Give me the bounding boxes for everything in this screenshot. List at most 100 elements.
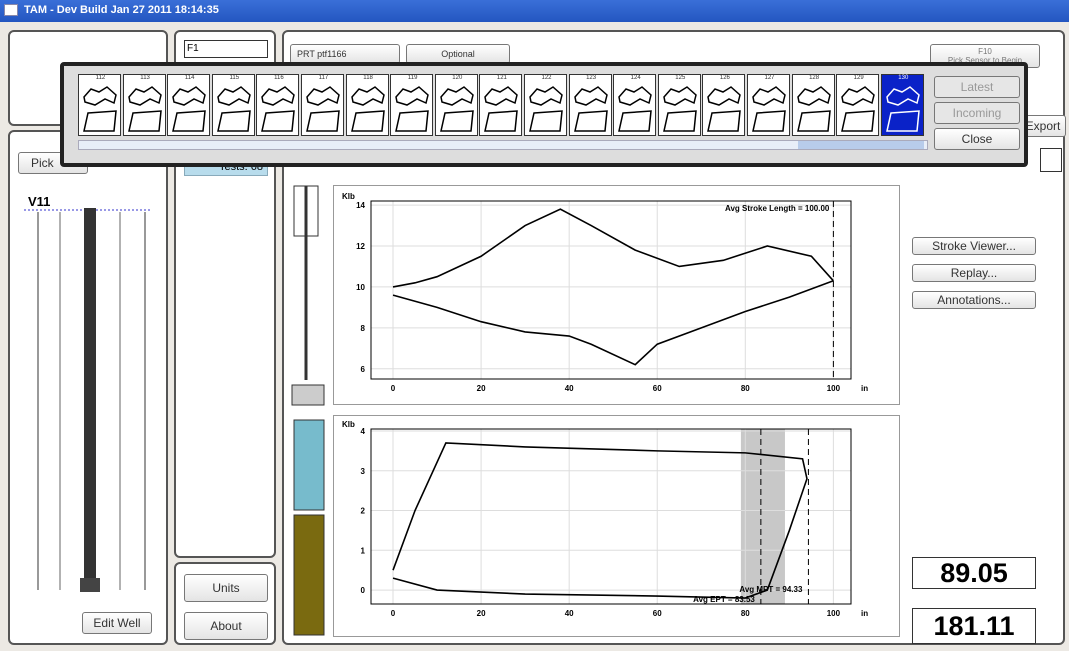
card-shape — [484, 86, 519, 106]
y-tick-label: 10 — [356, 283, 365, 292]
optional-dropdown[interactable]: Optional — [406, 44, 510, 64]
thumbnail-card — [395, 86, 430, 132]
thumbnail[interactable]: 120 — [434, 74, 478, 136]
popup-button[interactable]: Incoming — [934, 102, 1020, 124]
title-bar: TAM - Dev Build Jan 27 2011 18:14:35 — [0, 0, 1069, 22]
thumbnail-card — [618, 86, 653, 132]
well-diagram — [24, 208, 150, 592]
y-tick-label: 14 — [356, 201, 365, 210]
thumbnail[interactable]: 122 — [524, 74, 567, 136]
thumbnail-label: 114 — [184, 75, 195, 81]
shade-band — [740, 429, 785, 604]
card-shape — [573, 110, 608, 132]
y-tick-label: 2 — [361, 507, 366, 516]
card-shape — [439, 110, 474, 132]
card-shape — [83, 86, 117, 106]
thumbnail[interactable]: 118 — [345, 74, 389, 136]
thumbnail[interactable]: 127 — [747, 74, 790, 136]
thumbnail-label: 126 — [719, 75, 730, 81]
thumbnail-label: 113 — [140, 75, 150, 81]
card-shape — [83, 110, 117, 132]
popup-button[interactable]: Latest — [934, 76, 1020, 98]
thumbnail[interactable]: 121 — [479, 74, 523, 136]
card-shape — [350, 86, 385, 106]
card-shape — [752, 110, 786, 132]
thumbnail-label: 122 — [541, 75, 552, 81]
x-tick-label: 20 — [477, 609, 486, 618]
card-shape — [796, 86, 831, 106]
thumbnail[interactable]: 119 — [390, 74, 434, 136]
thumbnail-card — [885, 86, 920, 132]
thumbnail[interactable]: 129 — [836, 74, 880, 136]
thumbnail-label: 117 — [318, 75, 329, 81]
thumbnail-card — [216, 86, 251, 132]
thumbnail[interactable]: 126 — [702, 74, 746, 136]
side-button[interactable]: Replay... — [912, 264, 1036, 282]
x-tick-label: 80 — [741, 384, 750, 393]
copy-icon[interactable] — [1040, 148, 1062, 172]
thumbnail[interactable]: 114 — [167, 74, 211, 136]
scroll-thumb[interactable] — [798, 141, 924, 149]
thumbnail-card — [127, 86, 162, 132]
thumbnail-label: 118 — [363, 75, 373, 81]
thumbnail-card — [573, 86, 608, 132]
hint-key: F10 — [978, 47, 992, 56]
popup-button[interactable]: Close — [934, 128, 1020, 150]
thumbnail[interactable]: 117 — [301, 74, 344, 136]
card-shape — [662, 86, 697, 106]
data-line — [392, 208, 834, 288]
thumbnail[interactable]: 125 — [657, 74, 701, 136]
card-shape — [127, 110, 162, 132]
thumbnail-card — [261, 86, 296, 132]
thumbnail[interactable]: 130 — [880, 74, 924, 136]
scrollbar[interactable] — [78, 140, 928, 150]
x-tick-label: 100 — [827, 384, 841, 393]
edit-well-button[interactable]: Edit Well — [82, 612, 152, 634]
thumbnail[interactable]: 112 — [78, 74, 121, 136]
card-shape — [172, 110, 207, 132]
side-button[interactable]: Annotations... — [912, 291, 1036, 309]
thumbnail-popup: 112 113 114 115 116 117 118 119 120 121 122 123 124 1… — [60, 62, 1028, 167]
x-tick-label: 100 — [827, 609, 841, 618]
card-shape — [885, 110, 920, 132]
units-button[interactable]: Units — [184, 574, 268, 602]
annotation-label: Avg EPT = 83.53 — [693, 595, 755, 604]
y-axis-label: Klb — [342, 192, 355, 201]
thumbnail[interactable]: 115 — [211, 74, 255, 136]
y-tick-label: 4 — [361, 427, 366, 436]
x-tick-label: 0 — [391, 384, 396, 393]
x-tick-label: 40 — [565, 609, 574, 618]
thumbnail-label: 115 — [229, 75, 240, 81]
thumbnail[interactable]: 116 — [256, 74, 300, 136]
thumbnail-label: 116 — [274, 75, 284, 81]
card-shape — [216, 86, 251, 106]
card-shape — [529, 86, 563, 106]
export-button[interactable]: Export — [1020, 115, 1066, 137]
card-shape — [350, 110, 385, 132]
pump-schematic — [291, 185, 325, 636]
card-shape — [529, 110, 563, 132]
readout: 89.05 — [912, 557, 1036, 589]
y-axis-label: Klb — [342, 420, 355, 429]
y-tick-label: 6 — [361, 365, 366, 374]
side-button[interactable]: Stroke Viewer... — [912, 237, 1036, 255]
card-shape — [261, 86, 296, 106]
thumbnail[interactable]: 124 — [613, 74, 657, 136]
data-line — [392, 280, 834, 366]
card-shape — [216, 110, 251, 132]
card-shape — [707, 86, 742, 106]
thumbnail[interactable]: 123 — [568, 74, 612, 136]
field-box[interactable]: F1 — [184, 40, 268, 58]
sensor-dropdown[interactable]: PRT ptf1166 — [290, 44, 400, 64]
hint-text: Pick Sensor to Begin — [947, 56, 1023, 65]
thumbnail[interactable]: 128 — [791, 74, 835, 136]
thumbnail-label: 123 — [586, 75, 597, 81]
thumbnail-card — [83, 86, 117, 132]
annotation-label: Avg Stroke Length = 100.00 — [725, 204, 830, 213]
card-shape — [618, 110, 653, 132]
card-shape — [573, 86, 608, 106]
readout: 181.11 — [912, 608, 1036, 644]
thumbnail[interactable]: 113 — [122, 74, 166, 136]
about-button[interactable]: About — [184, 612, 268, 640]
